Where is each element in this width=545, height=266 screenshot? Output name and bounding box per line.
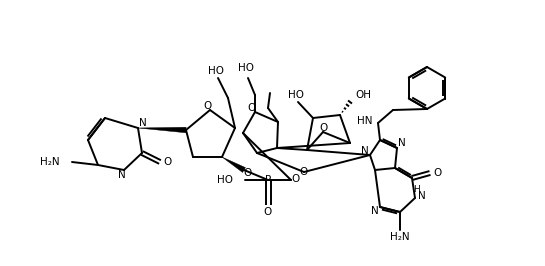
Text: N: N bbox=[371, 206, 379, 216]
Text: O: O bbox=[320, 123, 328, 133]
Text: O: O bbox=[163, 157, 171, 167]
Text: N: N bbox=[361, 146, 369, 156]
Text: O: O bbox=[300, 167, 308, 177]
Text: HO: HO bbox=[288, 90, 304, 100]
Text: OH: OH bbox=[355, 90, 371, 100]
Text: O: O bbox=[264, 207, 272, 217]
Text: H: H bbox=[414, 185, 420, 194]
Text: HO: HO bbox=[208, 66, 224, 76]
Text: P: P bbox=[265, 175, 271, 185]
Polygon shape bbox=[222, 157, 245, 172]
Text: N: N bbox=[139, 118, 147, 128]
Text: O: O bbox=[204, 101, 212, 111]
Text: O: O bbox=[243, 168, 251, 178]
Text: HN: HN bbox=[358, 116, 373, 126]
Text: O: O bbox=[433, 168, 441, 178]
Text: N: N bbox=[118, 170, 126, 180]
Text: N: N bbox=[418, 191, 426, 201]
Polygon shape bbox=[138, 127, 186, 133]
Text: H₂N: H₂N bbox=[40, 157, 60, 167]
Text: H₂N: H₂N bbox=[390, 232, 410, 242]
Text: O: O bbox=[247, 103, 255, 113]
Text: HO: HO bbox=[217, 175, 233, 185]
Text: O: O bbox=[291, 174, 299, 184]
Text: HO: HO bbox=[238, 63, 254, 73]
Text: N: N bbox=[398, 138, 406, 148]
